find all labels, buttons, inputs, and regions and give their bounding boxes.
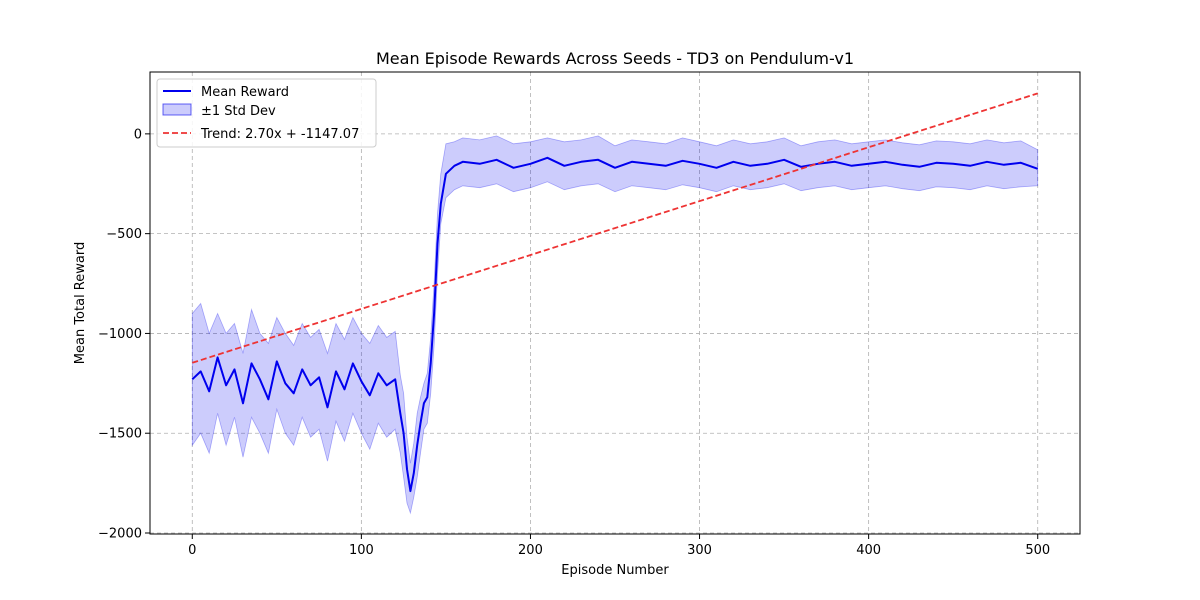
x-tick-label: 100 xyxy=(349,543,374,558)
std-band-layer xyxy=(191,135,1039,515)
y-tick-label: −500 xyxy=(106,227,142,242)
legend: Mean Reward ±1 Std Dev Trend: 2.70x + -1… xyxy=(156,78,377,148)
plot-frame xyxy=(149,71,1081,535)
legend-box xyxy=(156,78,377,148)
legend-swatch-std-dev xyxy=(162,103,192,116)
x-tick-label: 400 xyxy=(856,543,881,558)
legend-label-mean-reward: Mean Reward xyxy=(201,85,289,100)
y-axis-label: Mean Total Reward xyxy=(73,242,88,364)
y-tick-label: −2000 xyxy=(98,527,142,542)
series-layer xyxy=(191,92,1039,493)
y-tick-label: −1000 xyxy=(98,327,142,342)
x-tick-label: 200 xyxy=(518,543,543,558)
std-dev-band xyxy=(191,135,1039,515)
x-tick-label: 300 xyxy=(687,543,712,558)
chart-title: Mean Episode Rewards Across Seeds - TD3 … xyxy=(376,49,854,68)
legend-label-std-dev: ±1 Std Dev xyxy=(201,104,276,119)
mean-reward-line xyxy=(191,156,1039,493)
legend-label-trend: Trend: 2.70x + -1147.07 xyxy=(200,127,359,142)
x-tick-label: 0 xyxy=(188,543,196,558)
tick-layer: 0 100 200 300 400 500 0 −500 −1000 −1500 −2000 xyxy=(98,127,1050,558)
y-tick-label: 0 xyxy=(134,127,142,142)
x-tick-label: 500 xyxy=(1025,543,1050,558)
trend-line xyxy=(191,92,1039,364)
x-axis-label: Episode Number xyxy=(561,563,669,578)
y-tick-label: −1500 xyxy=(98,427,142,442)
